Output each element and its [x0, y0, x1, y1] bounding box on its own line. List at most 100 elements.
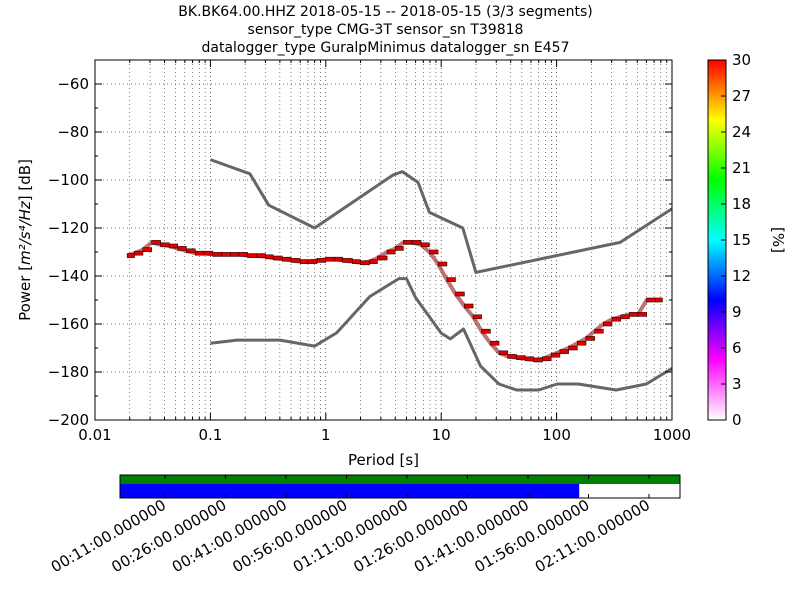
- ppsd-point: [481, 328, 491, 334]
- ppsd-point: [299, 259, 309, 264]
- ppsd-point: [316, 258, 327, 263]
- ppsd-point: [307, 259, 318, 264]
- colorbar-tick-label: 24: [732, 123, 751, 141]
- ppsd-point: [247, 253, 257, 258]
- ppsd-point: [403, 240, 413, 245]
- ppsd-point: [281, 256, 292, 262]
- x-tick-label: 0.1: [198, 426, 222, 444]
- ppsd-point: [142, 247, 152, 252]
- ppsd-point: [629, 312, 639, 317]
- ppsd-point: [177, 246, 187, 251]
- ppsd-point: [352, 259, 361, 264]
- x-tick-label: 100: [542, 426, 571, 444]
- x-tick-label: 1000: [653, 426, 691, 444]
- ppsd-point: [420, 242, 430, 248]
- ppsd-point: [203, 250, 214, 256]
- colorbar-tick-label: 30: [732, 51, 751, 69]
- timeline-blue-bar: [120, 484, 580, 498]
- chart-title-line: datalogger_type GuralpMinimus datalogger…: [202, 40, 570, 56]
- ppsd-point: [490, 340, 500, 346]
- ppsd-point: [472, 314, 482, 320]
- ppsd-point: [411, 240, 422, 245]
- ppsd-point: [437, 261, 448, 267]
- ppsd-point: [230, 252, 240, 257]
- ppsd-point: [290, 258, 301, 263]
- ppsd-point: [334, 256, 343, 262]
- ppsd-point: [602, 321, 613, 327]
- ppsd-point: [186, 248, 196, 254]
- y-tick-label: −160: [48, 315, 89, 333]
- ppsd-point: [550, 352, 561, 358]
- x-tick-label: 10: [432, 426, 451, 444]
- ppsd-point: [542, 356, 552, 362]
- ppsd-point: [559, 349, 569, 354]
- y-axis-label-prefix: Power [: [16, 265, 34, 321]
- y-tick-label: −80: [57, 123, 89, 141]
- ppsd-point: [429, 249, 439, 255]
- chart-title-line: sensor_type CMG-3T sensor_sn T39818: [248, 22, 524, 38]
- ppsd-point: [646, 297, 656, 303]
- y-tick-label: −140: [48, 267, 89, 285]
- grid-lines: [94, 60, 673, 421]
- y-tick-label: −60: [57, 75, 89, 93]
- ppsd-point: [255, 253, 266, 258]
- colorbar-tick-label: 6: [732, 339, 742, 357]
- colorbar-tick-label: 3: [732, 375, 742, 393]
- new-high-noise-model-line: [209, 158, 673, 274]
- colorbar-tick-label: 12: [732, 267, 751, 285]
- colorbar-tick-label: 15: [732, 231, 751, 249]
- ppsd-series: [126, 240, 663, 363]
- ppsd-point: [516, 355, 526, 360]
- y-tick-label: −200: [48, 411, 89, 429]
- ppsd-point: [637, 312, 647, 317]
- ppsd-point: [611, 316, 621, 322]
- colorbar-tick-label: 21: [732, 159, 751, 177]
- ppsd-point: [325, 256, 336, 262]
- ppsd-point: [126, 253, 135, 258]
- chart-title-line: BK.BK64.00.HHZ 2018-05-15 -- 2018-05-15 …: [178, 4, 592, 20]
- ppsd-point: [221, 252, 231, 257]
- ppsd-point: [265, 254, 274, 260]
- ppsd-point: [160, 242, 170, 248]
- ppsd-point: [524, 356, 535, 362]
- ppsd-point: [342, 258, 353, 263]
- ppsd-point: [585, 336, 595, 341]
- ppsd-point: [151, 240, 161, 245]
- ppsd-point: [620, 314, 630, 320]
- ppsd-point: [568, 345, 578, 351]
- timeline-tick-label: 02:11:00.000000: [532, 496, 653, 576]
- coverage-timeline: 00:11:00.00000000:26:00.00000000:41:00.0…: [48, 474, 681, 576]
- ppsd-point: [455, 291, 465, 297]
- ppsd-point: [369, 259, 378, 264]
- ppsd-point: [169, 243, 179, 249]
- ppsd-point: [360, 260, 370, 266]
- colorbar-label: [%]: [769, 227, 787, 253]
- ppsd-point: [238, 252, 248, 257]
- x-axis-label: Period [s]: [348, 451, 419, 469]
- ppsd-point: [446, 277, 456, 282]
- y-tick-label: −120: [48, 219, 89, 237]
- y-axis-label: Power [m²/s⁴/Hz] [dB]: [16, 159, 34, 321]
- ppsd-point: [655, 297, 663, 303]
- y-tick-label: −100: [48, 171, 89, 189]
- ppsd-point: [195, 250, 205, 256]
- ppsd-point: [507, 354, 517, 359]
- axes: 0.01 0.1 1 10 100 1000 −200 −180 −160 −140 −120 −10…: [48, 60, 691, 444]
- colorbar-tick-label: 9: [732, 303, 742, 321]
- ppsd-point: [576, 340, 587, 346]
- ppsd-point: [212, 252, 222, 257]
- y-tick-label: −180: [48, 363, 89, 381]
- ppsd-point: [394, 246, 404, 251]
- y-axis-label-units: m²/s⁴/Hz: [16, 200, 34, 265]
- ppsd-point: [272, 255, 283, 261]
- y-axis-label-suffix: ] [dB]: [16, 159, 34, 201]
- ppsd-point: [134, 250, 144, 256]
- colorbar-tick-label: 0: [732, 411, 742, 429]
- ppsd-point: [377, 255, 388, 261]
- colorbar-tick-label: 27: [732, 87, 751, 105]
- new-low-noise-model-line: [210, 277, 673, 392]
- colorbar-tick-label: 18: [732, 195, 751, 213]
- ppsd-point: [533, 357, 543, 363]
